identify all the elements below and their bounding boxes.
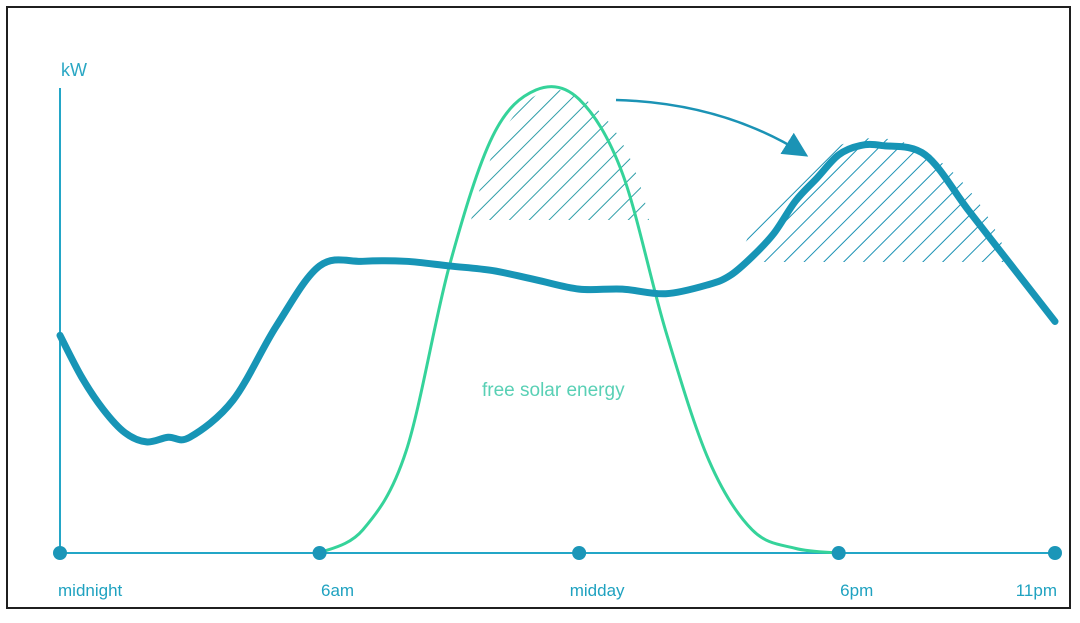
free-solar-energy-label: free solar energy	[482, 380, 625, 401]
series-layer	[56, 85, 1059, 555]
x-tick-dot	[1048, 546, 1062, 560]
x-tick-dot	[831, 546, 846, 560]
x-tick-label: midnight	[58, 581, 123, 600]
x-tick-dot	[572, 546, 587, 560]
x-tick-label: midday	[570, 581, 625, 600]
axes: kW	[59, 60, 1055, 554]
energy-consumption-line	[56, 140, 1059, 446]
chart-frame: kW midnight 6am midday 6pm 11pm free solar e…	[6, 6, 1071, 609]
hatch-evening-demand	[738, 138, 1010, 262]
x-tick-dot	[312, 546, 327, 560]
hatched-regions	[471, 90, 1010, 262]
y-axis-label: kW	[61, 60, 87, 80]
solar-generation-line	[318, 85, 839, 555]
x-ticks: midnight 6am midday 6pm 11pm	[53, 546, 1062, 600]
hatch-solar-surplus	[471, 90, 649, 220]
x-tick-label: 6pm	[840, 581, 873, 600]
chart-svg: kW midnight 6am midday 6pm 11pm free solar e…	[53, 60, 1062, 600]
x-tick-dot	[53, 546, 67, 560]
x-tick-label: 11pm	[1016, 581, 1057, 600]
shift-arrow	[615, 98, 809, 157]
x-tick-label: 6am	[321, 581, 354, 600]
